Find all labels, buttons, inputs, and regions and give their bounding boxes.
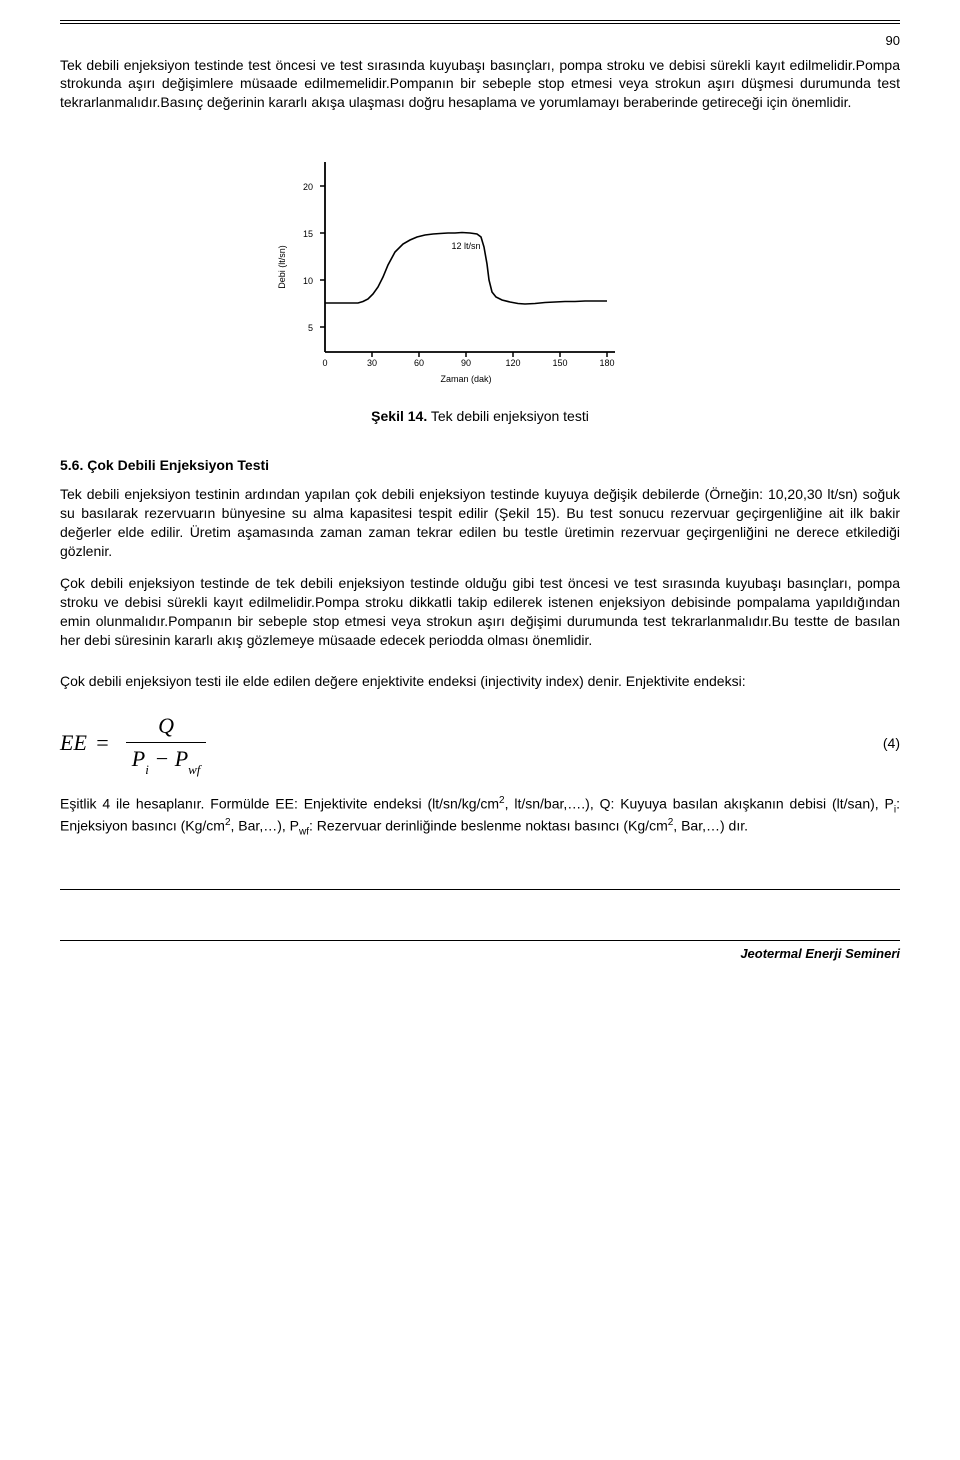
xtick-90: 90 [461, 358, 471, 368]
caption-text: Tek debili enjeksiyon testi [427, 408, 589, 424]
eq-den-sub1: i [145, 762, 149, 777]
paragraph-2: Tek debili enjeksiyon testinin ardından … [60, 485, 900, 561]
equation-row: EE = Q Pi − Pwf (4) [60, 711, 900, 776]
eq-numerator: Q [152, 711, 180, 742]
header-rule-1 [60, 20, 900, 21]
paragraph-4: Çok debili enjeksiyon testi ile elde edi… [60, 672, 900, 691]
caption-prefix: Şekil 14. [371, 408, 427, 424]
ytick-20: 20 [303, 182, 313, 192]
eq-den-sub2: wf [188, 762, 200, 777]
x-axis-label: Zaman (dak) [440, 374, 491, 384]
paragraph-1: Tek debili enjeksiyon testinde test önce… [60, 56, 900, 113]
flow-chart: 5 10 15 20 0 30 60 90 120 150 180 Debi (… [255, 152, 705, 397]
equation-label: (4) [860, 734, 900, 753]
chart-svg: 5 10 15 20 0 30 60 90 120 150 180 Debi (… [255, 152, 705, 392]
xtick-0: 0 [322, 358, 327, 368]
eq-den-minus: − [149, 746, 175, 771]
xtick-180: 180 [599, 358, 614, 368]
header-rule-2 [60, 23, 900, 24]
xtick-60: 60 [414, 358, 424, 368]
xtick-150: 150 [552, 358, 567, 368]
footer-text: Jeotermal Enerji Semineri [60, 945, 900, 963]
eq-equals: = [95, 728, 110, 758]
eq-den-p2: P [175, 746, 188, 771]
page-number: 90 [60, 32, 900, 50]
xtick-120: 120 [505, 358, 520, 368]
footer-rule-1 [60, 889, 900, 890]
section-heading: 5.6. Çok Debili Enjeksiyon Testi [60, 456, 900, 475]
footer-rule-2 [60, 940, 900, 941]
ytick-15: 15 [303, 229, 313, 239]
y-axis-label: Debi (lt/sn) [277, 245, 287, 289]
eq-lhs: EE [60, 728, 87, 758]
ytick-10: 10 [303, 276, 313, 286]
chart-caption: Şekil 14. Tek debili enjeksiyon testi [60, 407, 900, 426]
eq-fraction: Q Pi − Pwf [126, 711, 207, 776]
paragraph-5: Eşitlik 4 ile hesaplanır. Formülde EE: E… [60, 794, 900, 840]
ytick-5: 5 [308, 323, 313, 333]
paragraph-3: Çok debili enjeksiyon testinde de tek de… [60, 574, 900, 650]
eq-denominator: Pi − Pwf [126, 742, 207, 776]
xtick-30: 30 [367, 358, 377, 368]
equation: EE = Q Pi − Pwf [60, 711, 860, 776]
chart-annotation: 12 lt/sn [451, 241, 480, 251]
eq-den-p1: P [132, 746, 145, 771]
